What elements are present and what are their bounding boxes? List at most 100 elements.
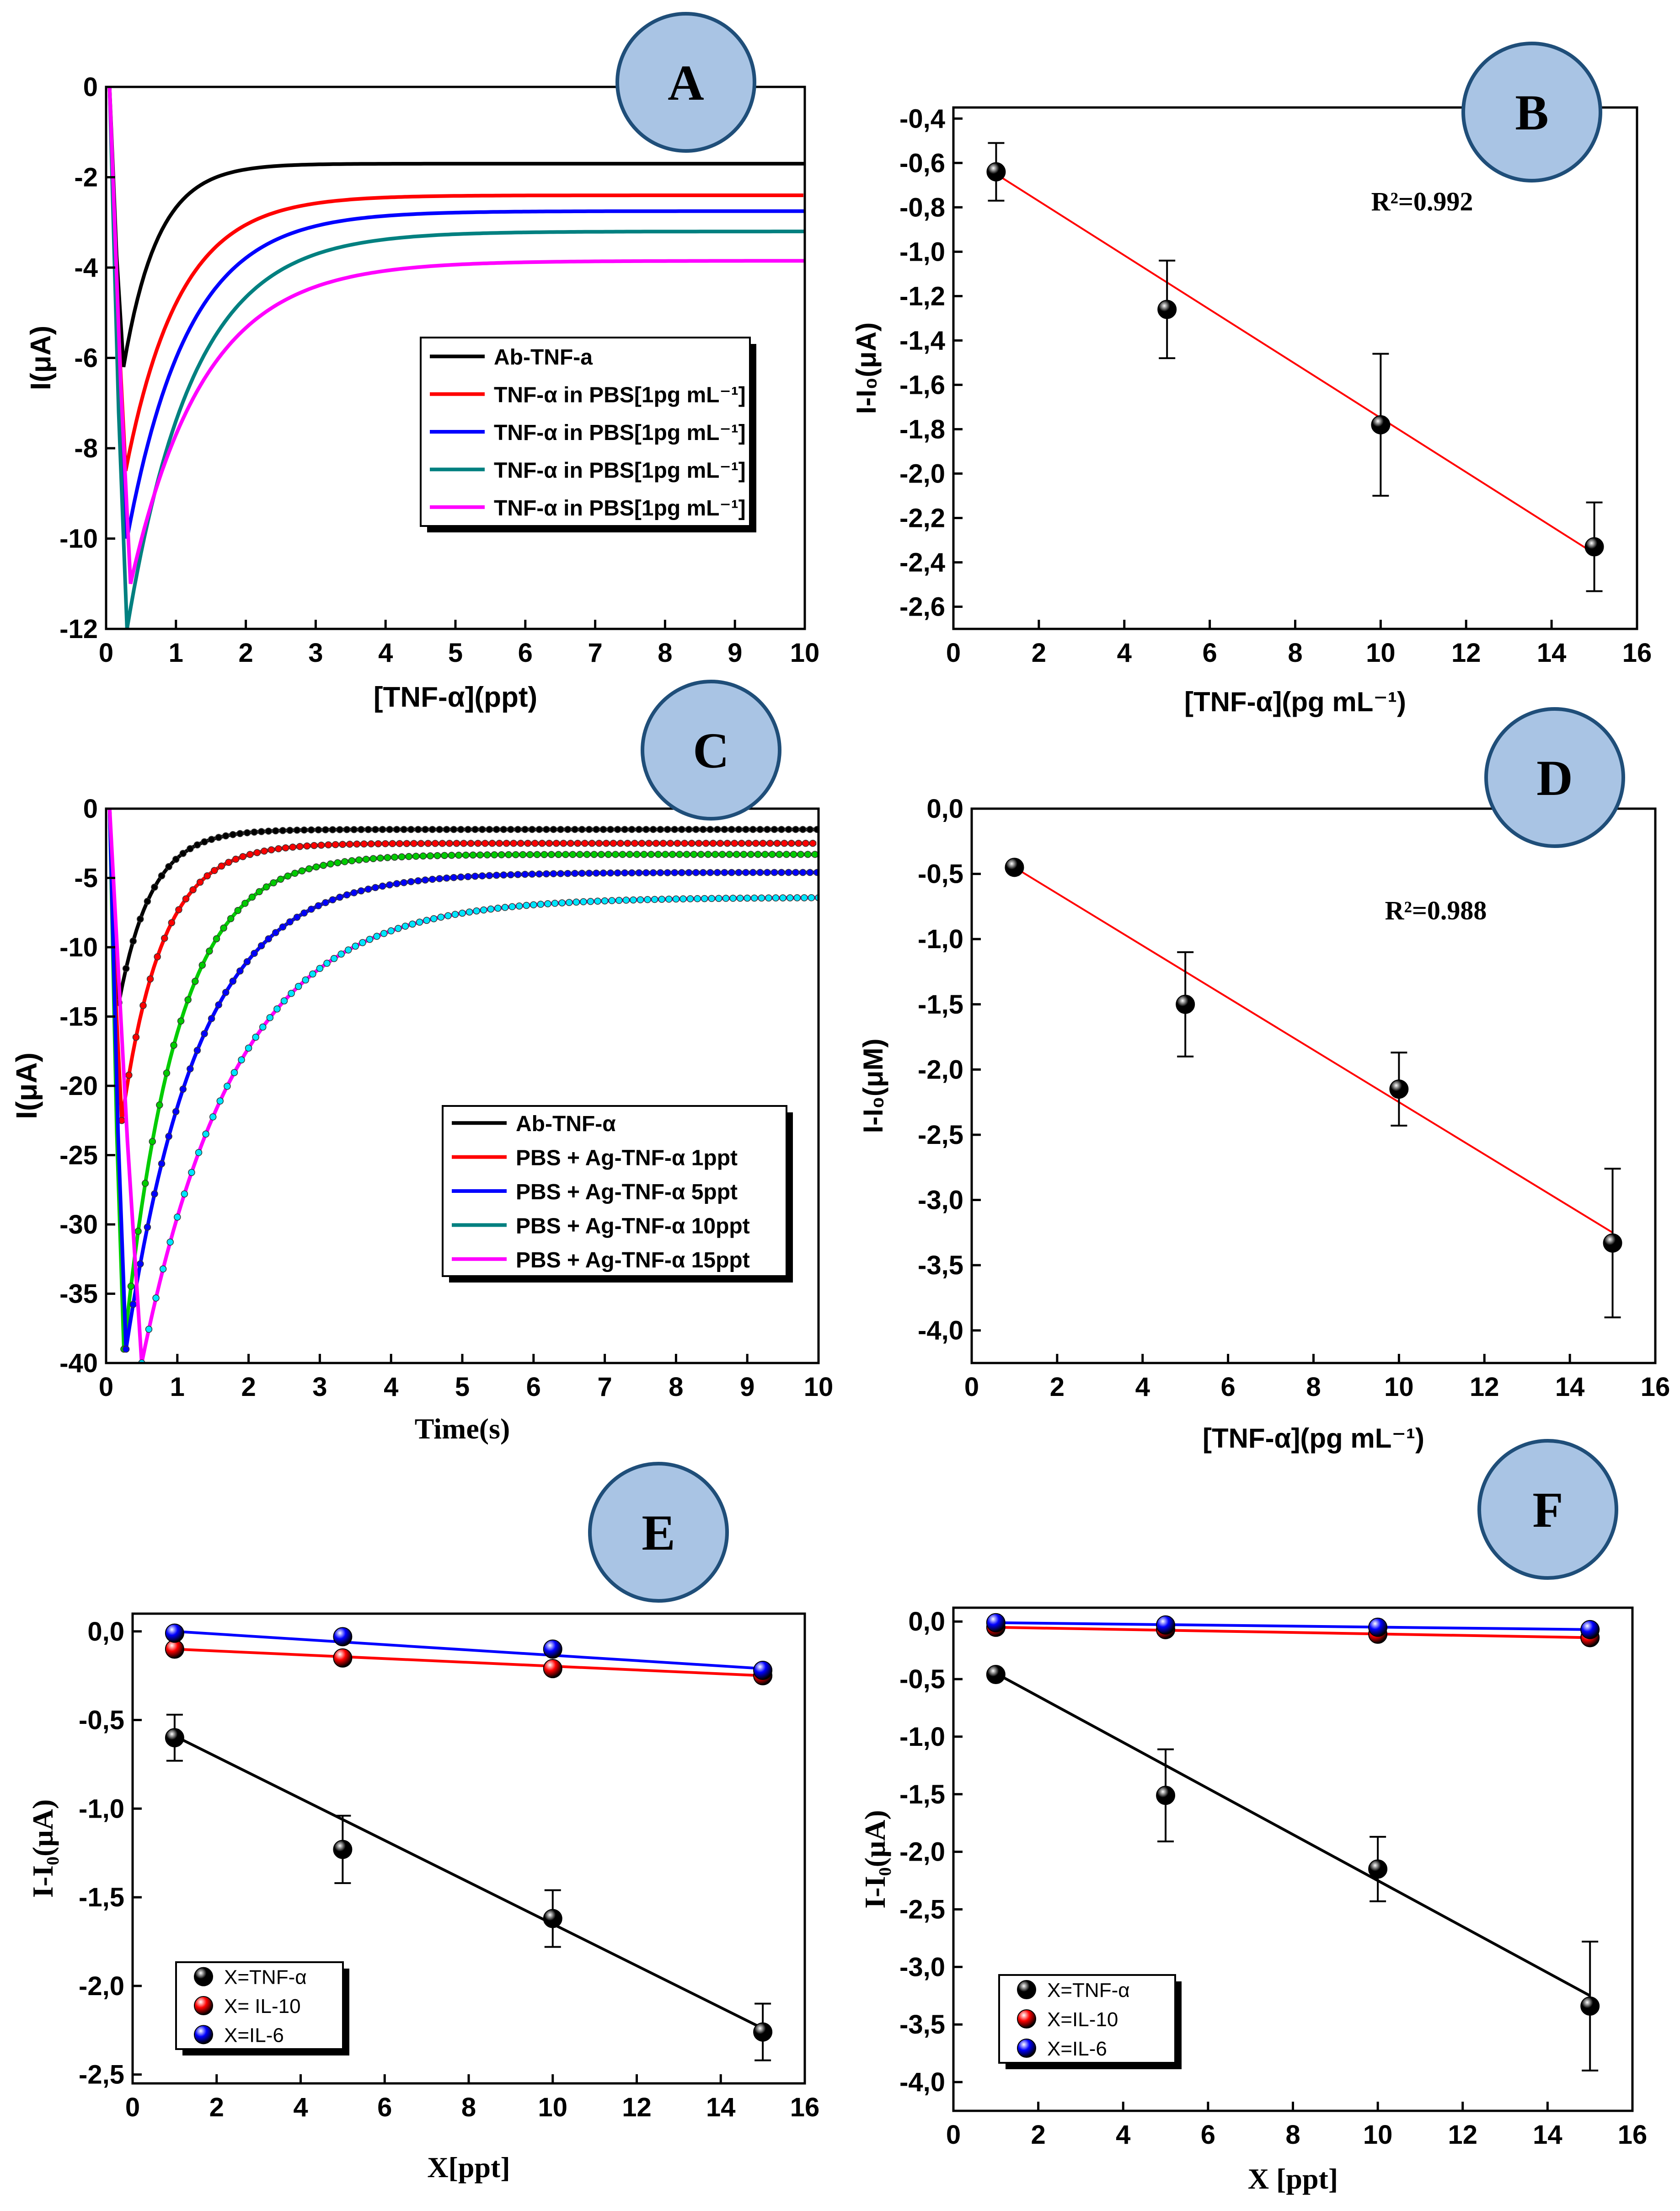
series-marker <box>193 841 201 848</box>
series-marker <box>459 909 466 917</box>
series-marker <box>714 826 721 833</box>
x-tick-label: 8 <box>669 1372 683 1402</box>
data-point-0-0 <box>165 1728 184 1748</box>
series-marker <box>480 906 487 914</box>
series-marker <box>659 840 667 847</box>
series-marker <box>749 869 757 876</box>
y-tick-label: -12 <box>59 614 98 644</box>
series-marker <box>593 826 600 833</box>
y-tick-label: -2,2 <box>899 503 945 533</box>
panel-badge-letter: D <box>1536 750 1573 806</box>
series-marker <box>337 950 345 958</box>
series-marker <box>745 840 753 847</box>
panel-a-chart: 0 1 2 3 4 5 6 7 8 9 10 0 -2 -4 -6 -8 -10 -12 [TNF-α](ppt) I… <box>25 12 819 713</box>
legend-marker-1 <box>194 1996 213 2015</box>
series-marker <box>280 997 288 1004</box>
series-marker <box>608 897 615 904</box>
series-marker <box>764 869 771 876</box>
series-marker <box>507 871 514 879</box>
series-marker <box>266 1014 274 1021</box>
series-marker <box>793 894 801 902</box>
series-marker <box>638 840 646 847</box>
x-tick-label: 2 <box>209 2093 224 2122</box>
series-marker <box>234 907 241 914</box>
series-marker <box>671 826 679 833</box>
series-marker <box>174 1213 181 1221</box>
series-marker <box>189 886 197 894</box>
series-marker <box>628 826 636 833</box>
series-marker <box>369 855 377 862</box>
x-tick-label: 5 <box>455 1372 470 1402</box>
series-marker <box>778 826 785 833</box>
series-marker <box>551 900 559 907</box>
series-marker <box>165 1132 172 1140</box>
series-marker <box>218 862 225 870</box>
series-marker <box>557 870 564 877</box>
series-marker <box>265 827 272 835</box>
x-tick-label: 8 <box>461 2093 476 2122</box>
x-tick-label: 0 <box>964 1372 979 1402</box>
series-marker <box>232 855 240 863</box>
series-marker <box>236 830 244 837</box>
series-marker <box>364 826 372 833</box>
series-marker <box>129 937 137 945</box>
series-marker <box>701 895 708 902</box>
series-marker <box>712 851 719 858</box>
series-marker <box>229 977 237 985</box>
series-marker <box>464 826 472 833</box>
series-marker <box>216 1097 224 1105</box>
series-marker <box>387 927 395 934</box>
data-point-0-1 <box>1176 994 1195 1014</box>
x-tick-label: 8 <box>1288 638 1302 668</box>
series-marker <box>770 826 778 833</box>
panel-badge-circle <box>588 1462 729 1603</box>
series-marker <box>362 855 370 863</box>
legend-label-2: TNF-α in PBS[1pg mL⁻¹] <box>494 421 746 445</box>
series-marker <box>487 905 495 913</box>
series-marker <box>621 869 628 877</box>
series-marker <box>310 842 318 849</box>
data-point-0-0 <box>986 1664 1006 1684</box>
series-marker <box>754 851 762 858</box>
series-marker <box>139 1002 147 1009</box>
series-marker <box>647 851 655 858</box>
series-marker <box>564 869 572 877</box>
x-tick-label: 9 <box>728 638 742 668</box>
series-marker <box>302 976 309 984</box>
series-marker <box>209 1113 217 1121</box>
series-marker <box>550 826 557 833</box>
x-tick-label: 4 <box>378 638 393 668</box>
x-tick-label: 4 <box>384 1372 398 1402</box>
series-marker <box>170 1041 177 1049</box>
series-marker <box>473 907 480 915</box>
x-tick-label: 1 <box>170 1372 185 1402</box>
series-marker <box>208 836 215 843</box>
y-tick-label: -1,5 <box>79 1883 124 1912</box>
series-marker <box>161 934 168 942</box>
series-marker <box>599 826 607 833</box>
panel-badge-letter: E <box>642 1505 675 1561</box>
y-tick-label: -1,0 <box>899 1722 945 1752</box>
x-tick-label: 0 <box>99 1372 113 1402</box>
panel-badge-circle <box>1484 707 1625 848</box>
series-marker <box>500 871 508 879</box>
series-marker <box>252 1033 259 1041</box>
series-marker <box>729 895 737 902</box>
series-marker <box>768 851 776 858</box>
x-axis-label: [TNF-α](pg mL⁻¹) <box>1184 687 1406 717</box>
series-marker <box>145 1326 153 1333</box>
series-marker <box>726 851 733 858</box>
series-marker <box>548 851 555 859</box>
y-axis-label: I-I₀(μA) <box>859 1810 891 1908</box>
series-marker <box>213 935 220 943</box>
y-axis-label: I(μA) <box>25 326 57 390</box>
series-marker <box>373 933 380 940</box>
series-marker <box>578 826 586 833</box>
series-marker <box>601 897 609 905</box>
series-marker <box>293 826 301 834</box>
series-marker <box>428 875 436 883</box>
series-marker <box>593 869 600 877</box>
series-marker <box>617 840 624 847</box>
series-marker <box>583 851 591 858</box>
series-marker <box>598 851 605 858</box>
